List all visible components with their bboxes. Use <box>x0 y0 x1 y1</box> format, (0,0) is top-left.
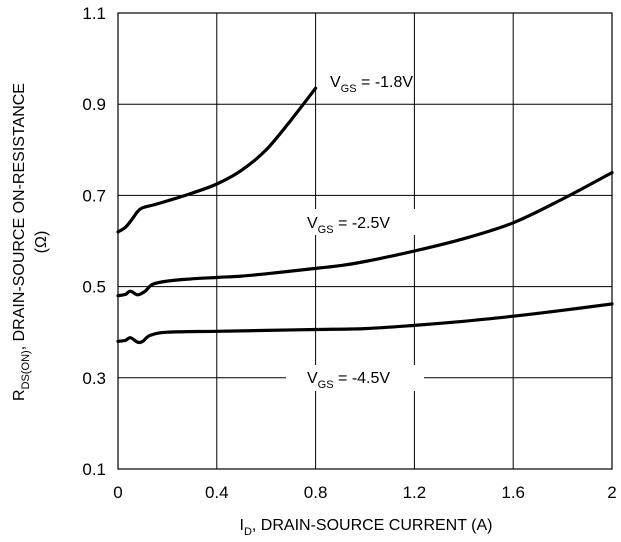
series-label-vgs-1.8: VGS = -1.8V <box>330 74 413 95</box>
y-tick-label: 0.3 <box>82 369 106 388</box>
y-axis-label-rest: , DRAIN-SOURCE ON-RESISTANCE <box>11 83 28 350</box>
y-tick-labels: 0.1 0.3 0.5 0.7 0.9 1.1 <box>82 4 106 479</box>
series-line-2 <box>116 302 614 345</box>
y-tick-label: 0.1 <box>82 460 106 479</box>
x-tick-label: 0 <box>113 483 122 502</box>
y-axis-label-sub: DS(ON) <box>20 350 32 389</box>
series-label-sub: GS <box>318 224 334 236</box>
y-tick-label: 0.5 <box>82 278 106 297</box>
x-tick-label: 1.2 <box>403 483 427 502</box>
series-label-prefix: V <box>307 370 318 387</box>
series-line-0 <box>116 86 318 234</box>
y-tick-label: 0.9 <box>82 95 106 114</box>
series-label-prefix: V <box>307 215 318 232</box>
x-tick-label: 0.8 <box>304 483 328 502</box>
series-label-vgs-2.5: VGS = -2.5V <box>307 215 390 236</box>
y-axis-label-unit: (Ω) <box>33 231 50 254</box>
series-label-prefix: V <box>330 74 341 91</box>
plot-frame <box>117 12 613 470</box>
y-axis-label-prefix: R <box>11 389 28 401</box>
series-label-sub: GS <box>318 379 334 391</box>
series-label-vgs-4.5: VGS = -4.5V <box>307 370 390 391</box>
series-label-rest: = -2.5V <box>334 215 391 232</box>
x-tick-label: 1.6 <box>501 483 525 502</box>
y-axis-label: RDS(ON), DRAIN-SOURCE ON-RESISTANCE <box>11 83 32 401</box>
series-label-rest: = -4.5V <box>334 370 391 387</box>
series-line-1 <box>116 171 614 298</box>
x-axis-label-sub: D <box>244 526 252 538</box>
series-label-bg <box>303 209 431 235</box>
y-tick-label: 1.1 <box>82 4 106 23</box>
series-label-sub: GS <box>341 83 357 95</box>
x-tick-labels: 0 0.4 0.8 1.2 1.6 2 <box>113 483 616 502</box>
plot-border <box>117 12 613 470</box>
series-label-bg <box>286 365 424 391</box>
series-label-rest: = -1.8V <box>357 74 414 91</box>
y-tick-label: 0.7 <box>82 186 106 205</box>
series-lines <box>116 86 614 345</box>
x-tick-label: 0.4 <box>205 483 229 502</box>
x-axis-label-rest: , DRAIN-SOURCE CURRENT (A) <box>252 517 493 534</box>
x-tick-label: 2 <box>607 483 616 502</box>
x-axis-label-prefix: I <box>239 517 243 534</box>
x-axis-label: ID, DRAIN-SOURCE CURRENT (A) <box>239 517 492 538</box>
